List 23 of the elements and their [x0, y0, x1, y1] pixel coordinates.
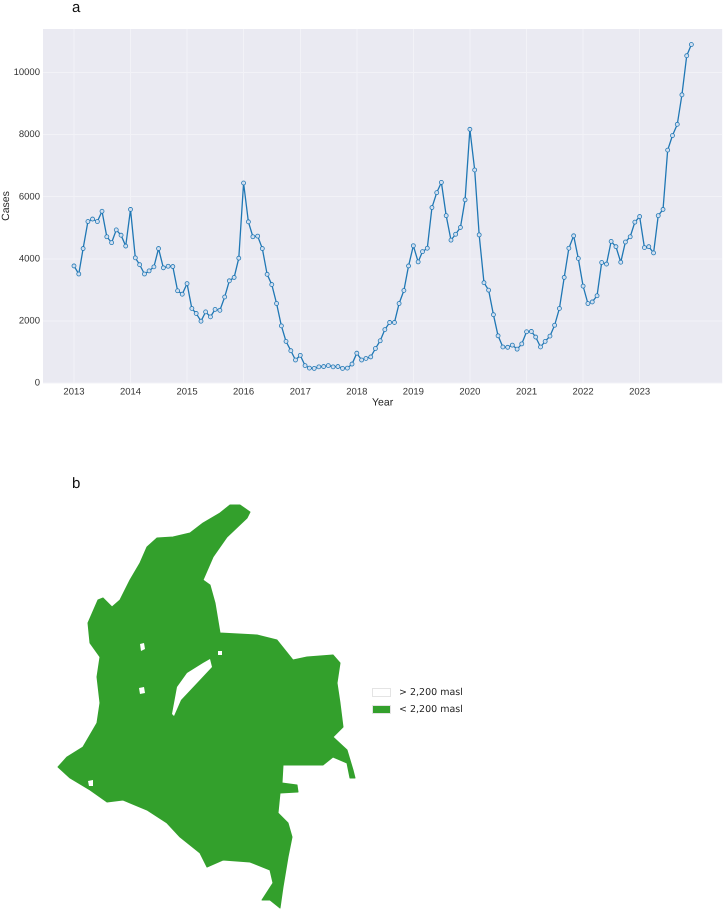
x-tick-label: 2023: [629, 386, 650, 398]
y-axis-title: Cases: [0, 191, 12, 221]
y-tick-label: 2000: [18, 316, 40, 327]
x-tick-label: 2021: [516, 386, 538, 398]
y-tick-label: 10000: [14, 67, 40, 78]
x-tick-label: 2018: [346, 386, 368, 398]
y-tick-label: 4000: [18, 253, 40, 264]
x-tick-label: 2017: [290, 386, 311, 398]
x-tick-label: 2019: [402, 386, 424, 398]
y-tick-label: 0: [34, 378, 40, 389]
x-tick-label: 2016: [233, 386, 254, 398]
text: b: [72, 475, 80, 492]
x-tick-label: 2020: [459, 386, 480, 398]
category-label: < 2,200 masl: [399, 704, 463, 715]
x-tick-label: 2014: [120, 386, 142, 398]
y-tick-label: 6000: [18, 191, 40, 202]
x-axis-title: Year: [372, 396, 394, 409]
x-tick-label: 2015: [176, 386, 198, 398]
x-tick-label: 2013: [63, 386, 85, 398]
y-tick-label: 8000: [18, 129, 40, 140]
category-label: > 2,200 masl: [399, 687, 463, 698]
chart-title: a: [72, 0, 80, 16]
x-tick-label: 2022: [572, 386, 594, 398]
